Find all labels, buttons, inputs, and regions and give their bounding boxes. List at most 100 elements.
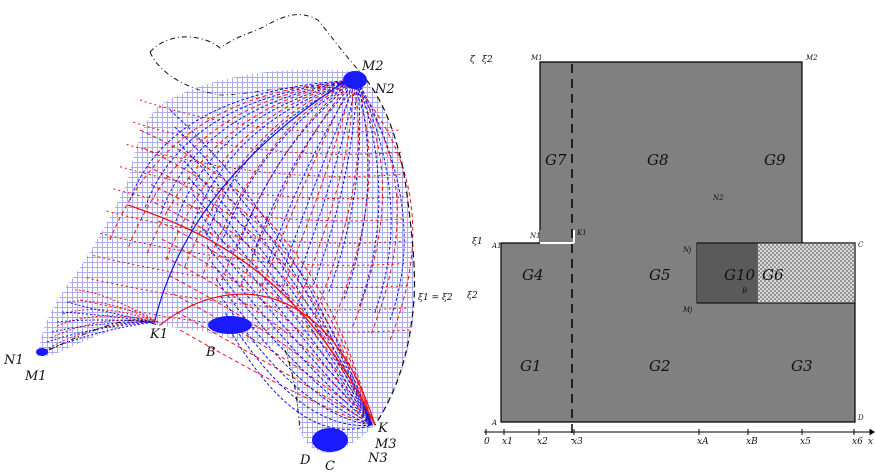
label-N2-right: N2 — [712, 194, 724, 202]
axis-xi2-left: ξ2 — [482, 55, 493, 65]
blue-mesh-line — [328, 79, 361, 292]
region-G3: G3 — [791, 357, 813, 375]
blue-cluster-top — [343, 71, 367, 89]
red-mesh-line — [333, 81, 370, 321]
blue-interior-curve — [154, 71, 361, 321]
overlap-region-G10-dark — [697, 243, 757, 303]
x-tick-label: xB — [746, 437, 758, 447]
blue-mesh-line — [51, 321, 156, 333]
blue-cluster-bottom — [312, 428, 348, 452]
red-mesh-line — [221, 81, 353, 281]
x-axis-tick-labels: 0 x1 x2 x3 xA xB x5 x6 x — [484, 429, 873, 447]
blue-cluster-mid — [208, 316, 252, 334]
blue-cluster-left — [36, 348, 48, 356]
red-mesh-lines — [44, 81, 414, 426]
blue-mesh-line — [282, 79, 358, 271]
red-mesh-line — [296, 81, 353, 307]
red-mesh-line — [68, 300, 159, 323]
label-C-right: C — [858, 241, 864, 249]
x-tick-label: 0 — [484, 437, 490, 447]
red-mesh-line — [168, 275, 373, 426]
upper-dashdot-boundary — [149, 14, 361, 73]
blue-mesh-line — [220, 295, 373, 426]
red-mesh-line — [165, 256, 373, 426]
region-G5: G5 — [649, 266, 671, 284]
red-mesh-line — [277, 81, 353, 301]
label-Mj: Mj — [682, 306, 693, 314]
blue-mesh-line — [221, 79, 358, 243]
red-mesh-line — [184, 81, 353, 267]
mesh-domain — [38, 70, 415, 453]
blue-mesh-line — [229, 329, 373, 430]
blue-mesh-line — [211, 262, 373, 426]
blue-mesh-line — [174, 126, 373, 426]
label-Nj: Nj — [682, 246, 692, 254]
red-mesh-line — [147, 165, 373, 426]
label-A1: A1 — [491, 242, 502, 250]
region-G2: G2 — [649, 357, 671, 375]
red-interior-curve-2 — [159, 293, 376, 426]
red-mesh-line — [126, 143, 403, 177]
right-domain-panel: G1 G2 G3 G4 G5 G7 G8 G9 G10 G6 N2 M1 M2 … — [418, 54, 875, 447]
blue-mesh-line — [169, 109, 373, 426]
label-C: C — [325, 459, 335, 472]
region-G9: G9 — [764, 151, 786, 169]
axis-xi1-left: ξ1 — [472, 237, 483, 247]
blue-mesh-line — [356, 79, 380, 307]
blue-mesh-line — [215, 278, 373, 426]
red-mesh-line — [165, 81, 353, 261]
label-B-right: B — [741, 287, 747, 295]
red-mesh-line — [351, 81, 414, 341]
red-mesh-line — [314, 81, 359, 314]
blue-mesh-line — [56, 319, 156, 323]
left-mesh-panel: M2 N2 N1 M1 K1 B K M3 N3 D C — [3, 14, 416, 472]
blue-mesh-line — [66, 301, 156, 323]
x-tick-label: x2 — [537, 437, 548, 447]
red-mesh-line — [128, 81, 353, 247]
label-K: K — [377, 421, 389, 436]
blue-mesh-line — [129, 79, 358, 201]
blue-mesh-line — [297, 79, 358, 278]
blue-mesh-line — [206, 79, 358, 236]
red-mesh-line — [56, 315, 159, 327]
red-mesh-line — [74, 289, 159, 323]
red-mesh-line — [109, 81, 353, 241]
notch-gap — [540, 230, 574, 243]
red-mesh-line — [172, 293, 373, 426]
label-N3: N3 — [367, 451, 388, 466]
blue-mesh-line — [175, 79, 358, 222]
label-K1-right: K1 — [576, 229, 587, 237]
x-tick-label: x6 — [852, 437, 863, 447]
x-tick-label: x5 — [800, 437, 811, 447]
blue-mesh-line — [46, 321, 156, 343]
region-G10: G10 — [724, 266, 756, 284]
red-mesh-line — [179, 329, 373, 426]
red-interior-curve — [127, 204, 376, 426]
red-mesh-line — [351, 81, 398, 334]
region-G1: G1 — [520, 357, 542, 375]
blue-mesh-line — [356, 79, 405, 321]
region-G8: G8 — [647, 151, 669, 169]
label-M3: M3 — [374, 437, 397, 452]
red-mesh-line — [143, 147, 373, 426]
blue-mesh-line — [224, 312, 373, 427]
label-N1: N1 — [3, 353, 24, 368]
label-N1-right: N1 — [529, 232, 541, 240]
label-M2: M2 — [361, 59, 384, 74]
x-tick-label: x3 — [572, 437, 583, 447]
blue-mesh-line — [160, 79, 358, 215]
x-tick-label: xA — [697, 437, 709, 447]
blue-mesh-line — [201, 228, 373, 426]
region-G7: G7 — [545, 151, 567, 169]
axis-xi-equal: ξ1 = ξ2 — [418, 293, 453, 303]
label-B: B — [205, 345, 216, 360]
x-tick-label: x1 — [502, 437, 513, 447]
red-mesh-line — [258, 81, 353, 294]
blue-mesh-line — [144, 79, 358, 208]
region-G4: G4 — [522, 266, 544, 284]
blue-mesh-line — [343, 79, 369, 299]
label-D: D — [299, 453, 311, 468]
lower-dashdot-boundary — [37, 320, 161, 356]
blue-mesh-lines — [41, 79, 405, 430]
